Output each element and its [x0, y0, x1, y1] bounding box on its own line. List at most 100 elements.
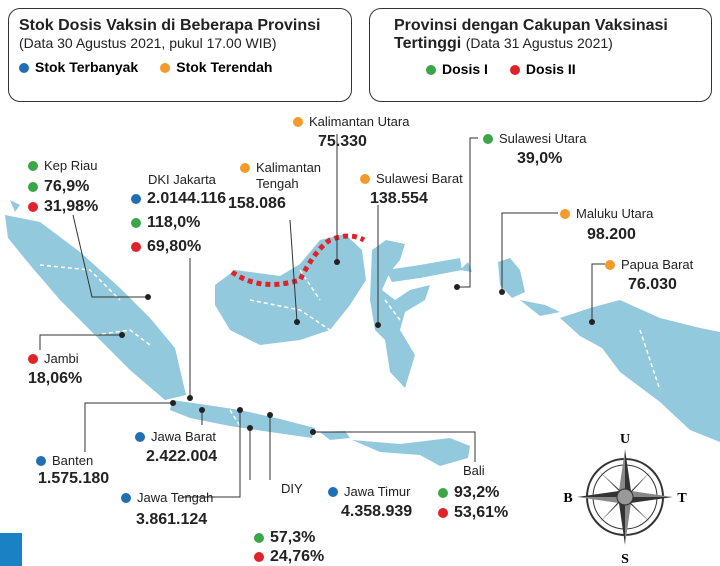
province-stat: 4.358.939 — [341, 503, 412, 521]
province-dot — [28, 161, 38, 171]
legend-left: Stok Dosis Vaksin di Beberapa Provinsi (… — [8, 8, 352, 102]
province-name: Banten — [52, 453, 94, 468]
province-stat: 76.030 — [628, 276, 677, 294]
legend-item: Stok Terbanyak — [19, 59, 138, 75]
corner-block — [0, 533, 22, 566]
province-dot — [605, 260, 615, 270]
legend-items: Dosis I Dosis II — [394, 61, 699, 77]
stat-dot — [254, 552, 264, 562]
province-label: Bali — [463, 463, 485, 479]
province-name: Jawa Timur — [344, 484, 411, 499]
legend-label: Stok Terbanyak — [35, 59, 139, 75]
stat-value: 3.861.124 — [136, 511, 208, 528]
province-label: Maluku Utara — [560, 206, 653, 222]
province-dot — [36, 456, 46, 466]
province-name: Bali — [463, 463, 485, 478]
province-label: Papua Barat — [605, 257, 693, 273]
province-stat: 98.200 — [587, 226, 636, 244]
province-stat: 69,80% — [131, 238, 201, 256]
compass: U S B T — [563, 432, 687, 566]
province-stat: 31,98% — [28, 198, 98, 216]
stat-dot — [131, 194, 141, 204]
legend-item: Dosis II — [509, 61, 576, 77]
province-name: Jambi — [44, 351, 79, 366]
province-name: DIY — [281, 481, 303, 496]
province-stat: 93,2% — [438, 484, 499, 502]
compass-north: U — [620, 432, 630, 447]
province-name: Papua Barat — [621, 257, 694, 272]
stat-value: 53,61% — [454, 504, 509, 521]
province-label: DKI Jakarta — [148, 172, 216, 188]
compass-south: S — [621, 552, 629, 566]
stat-value: 24,76% — [270, 548, 325, 565]
legend-label: Stok Terendah — [176, 59, 273, 75]
legend-title: Tertinggi — [394, 35, 462, 52]
legend-dot — [426, 65, 436, 75]
province-label: Banten — [36, 453, 93, 469]
islands — [5, 200, 720, 466]
province-stat: 75.330 — [318, 133, 367, 151]
province-stat: 138.554 — [370, 190, 428, 208]
province-stat: 158.086 — [228, 195, 286, 213]
legend-subtitle: (Data 30 Agustus 2021, pukul 17.00 WIB) — [19, 35, 277, 51]
province-name: Kep Riau — [44, 158, 98, 173]
province-dot — [328, 487, 338, 497]
province-label: Kalimantan Tengah — [240, 160, 330, 192]
stat-value: 39,0% — [517, 150, 563, 167]
province-label: Sulawesi Utara — [483, 131, 586, 147]
legend-label: Dosis II — [525, 61, 576, 77]
stat-dot — [254, 533, 264, 543]
compass-east: T — [677, 491, 687, 506]
province-stat: 18,06% — [28, 370, 82, 388]
legend-title: Provinsi dengan Cakupan Vaksinasi — [394, 17, 668, 34]
province-name: Jawa Tengah — [137, 490, 214, 505]
province-dot — [360, 174, 370, 184]
province-name: Jawa Barat — [151, 429, 217, 444]
province-name: Kalimantan Tengah — [256, 160, 322, 191]
legend-subtitle: (Data 31 Agustus 2021) — [465, 35, 613, 51]
stat-value: 2.0144.116 — [147, 190, 227, 207]
stat-dot — [438, 488, 448, 498]
stat-dot — [28, 182, 38, 192]
province-stat: 118,0% — [131, 214, 200, 232]
province-borders — [39, 264, 661, 427]
province-name: DKI Jakarta — [148, 172, 216, 187]
stat-value: 57,3% — [270, 529, 316, 546]
leader-lines — [39, 134, 605, 498]
stat-value: 69,80% — [147, 238, 202, 255]
stat-value: 76.030 — [628, 276, 677, 293]
province-stat: 2.422.004 — [146, 448, 217, 466]
stat-value: 75.330 — [318, 133, 367, 150]
province-dot — [560, 209, 570, 219]
province-label: Kalimantan Utara — [293, 114, 409, 130]
province-stat: 76,9% — [28, 178, 89, 196]
province-name: Sulawesi Barat — [376, 171, 463, 186]
stat-dot — [131, 218, 141, 228]
stat-value: 158.086 — [228, 195, 286, 212]
province-dot — [240, 163, 250, 173]
province-stat: 1.575.180 — [38, 470, 109, 488]
legend-title: Stok Dosis Vaksin di Beberapa Provinsi — [19, 17, 321, 34]
stat-value: 4.358.939 — [341, 503, 413, 520]
province-label: DIY — [281, 481, 303, 497]
legend-dot — [19, 63, 29, 73]
province-label: Jambi — [28, 351, 79, 367]
stat-value: 138.554 — [370, 190, 428, 207]
province-label: Jawa Timur — [328, 484, 410, 500]
legend-item: Dosis I — [426, 61, 488, 77]
province-stat: 39,0% — [517, 150, 562, 168]
province-name: Maluku Utara — [576, 206, 654, 221]
province-dot — [135, 432, 145, 442]
stat-value: 93,2% — [454, 484, 500, 501]
province-dot — [293, 117, 303, 127]
stat-dot — [131, 242, 141, 252]
province-label: Jawa Barat — [135, 429, 216, 445]
legend-item: Stok Terendah — [160, 59, 272, 75]
province-stat: 3.861.124 — [136, 511, 207, 529]
stat-value: 18,06% — [28, 370, 83, 387]
highlight-border — [230, 233, 366, 287]
stat-value: 118,0% — [147, 214, 201, 231]
province-label: Sulawesi Barat — [360, 171, 463, 187]
